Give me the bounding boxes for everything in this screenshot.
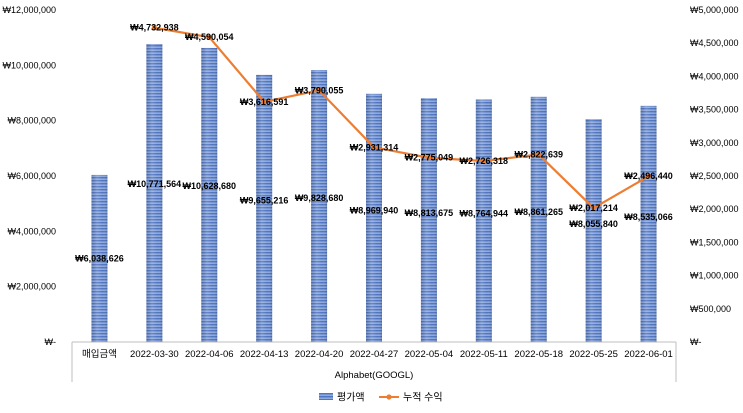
bar-shading xyxy=(530,96,547,342)
x-axis-category-label: 2022-04-13 xyxy=(240,349,289,360)
x-axis-category-label: 2022-03-30 xyxy=(130,349,179,360)
line-point xyxy=(371,144,377,150)
bar-shading xyxy=(91,174,108,342)
bar-shading xyxy=(366,93,382,342)
right-axis-tick-label: ₩1,000,000 xyxy=(690,271,739,281)
right-axis-tick-label: ₩1,500,000 xyxy=(690,237,739,247)
legend-bar-swatch xyxy=(319,393,333,400)
left-axis-tick-label: ₩4,000,000 xyxy=(7,226,56,236)
bar-data-label: ₩8,764,944 xyxy=(460,208,509,218)
line-data-label: ₩2,931,314 xyxy=(350,142,399,152)
bar-data-label: ₩10,628,680 xyxy=(182,181,236,191)
bar-data-label: ₩8,535,066 xyxy=(624,212,673,222)
right-axis-tick-label: ₩4,500,000 xyxy=(690,38,739,48)
line-point xyxy=(645,173,652,179)
line-point xyxy=(536,151,542,158)
x-axis-category-label: 2022-05-25 xyxy=(569,349,618,360)
legend-label: 평가액 xyxy=(337,392,365,404)
bar-shading xyxy=(256,74,273,342)
line-point xyxy=(261,99,267,105)
line-point xyxy=(591,205,597,211)
x-axis-category-label: 2022-05-11 xyxy=(460,349,508,360)
line-data-label: ₩2,496,440 xyxy=(624,171,673,181)
bar-shading xyxy=(640,105,657,342)
bar-data-label: ₩8,055,840 xyxy=(569,219,618,229)
line-data-label: ₩2,017,214 xyxy=(569,203,618,213)
left-axis-tick-label: ₩6,000,000 xyxy=(7,171,56,181)
bar-data-label: ₩8,861,265 xyxy=(514,207,563,217)
bar-data-label: ₩9,655,216 xyxy=(240,195,289,205)
right-axis-tick-label: ₩4,000,000 xyxy=(690,71,739,81)
line-point xyxy=(316,87,322,93)
line-point xyxy=(426,155,432,161)
line-data-label: ₩3,790,055 xyxy=(295,85,344,95)
right-axis-tick-label: ₩3,500,000 xyxy=(690,105,739,115)
x-axis-category-label: 2022-05-18 xyxy=(514,349,563,360)
right-axis-tick-label: ₩2,500,000 xyxy=(690,171,739,181)
line-point xyxy=(481,158,487,164)
right-axis-tick-label: ₩2,000,000 xyxy=(690,204,739,214)
line-point xyxy=(151,25,157,31)
x-axis-category-label: 매입금액 xyxy=(82,348,117,360)
x-axis-category-label: 2022-05-04 xyxy=(405,349,454,360)
right-axis-tick-label: ₩3,000,000 xyxy=(690,138,739,148)
bar-data-label: ₩8,813,675 xyxy=(405,208,454,218)
bar-shading xyxy=(420,98,437,342)
right-axis-tick-label: ₩- xyxy=(690,337,702,347)
line-data-label: ₩4,732,938 xyxy=(130,23,179,33)
legend-line-marker xyxy=(386,394,392,400)
left-axis-tick-label: ₩12,000,000 xyxy=(2,5,56,15)
line-data-label: ₩4,590,054 xyxy=(185,32,234,42)
right-axis-tick-label: ₩500,000 xyxy=(690,304,731,314)
left-axis-tick-label: ₩- xyxy=(45,337,57,347)
bar-shading xyxy=(201,47,218,343)
line-data-label: ₩3,616,591 xyxy=(240,97,289,107)
line-data-label: ₩2,775,049 xyxy=(405,153,454,163)
bar-data-label: ₩9,828,680 xyxy=(295,193,344,203)
line-point xyxy=(206,34,212,40)
left-axis-tick-label: ₩2,000,000 xyxy=(7,282,56,292)
x-axis-category-label: 2022-04-20 xyxy=(295,349,344,360)
x-axis-category-label: 2022-04-27 xyxy=(350,349,399,360)
right-axis-tick-label: ₩5,000,000 xyxy=(690,5,739,15)
x-axis-category-label: 2022-06-01 xyxy=(624,349,673,360)
x-axis-category-label: 2022-04-06 xyxy=(185,349,234,360)
bar-data-label: ₩6,038,626 xyxy=(75,253,124,263)
bar-data-label: ₩10,771,564 xyxy=(128,179,182,189)
legend-label: 누적 수익 xyxy=(403,392,443,404)
bar-shading xyxy=(311,70,328,343)
bar-shading xyxy=(146,43,163,343)
bar-shading xyxy=(475,99,492,342)
left-axis-tick-label: ₩8,000,000 xyxy=(7,116,56,126)
line-series-path xyxy=(154,26,650,210)
line-data-label: ₩2,726,318 xyxy=(460,156,509,166)
line-data-label: ₩2,822,639 xyxy=(514,150,563,160)
x-axis-title: Alphabet(GOOGL) xyxy=(335,370,414,381)
left-axis-tick-label: ₩10,000,000 xyxy=(2,60,56,70)
bar-shading xyxy=(585,119,602,342)
bar-data-label: ₩8,969,940 xyxy=(350,205,399,215)
